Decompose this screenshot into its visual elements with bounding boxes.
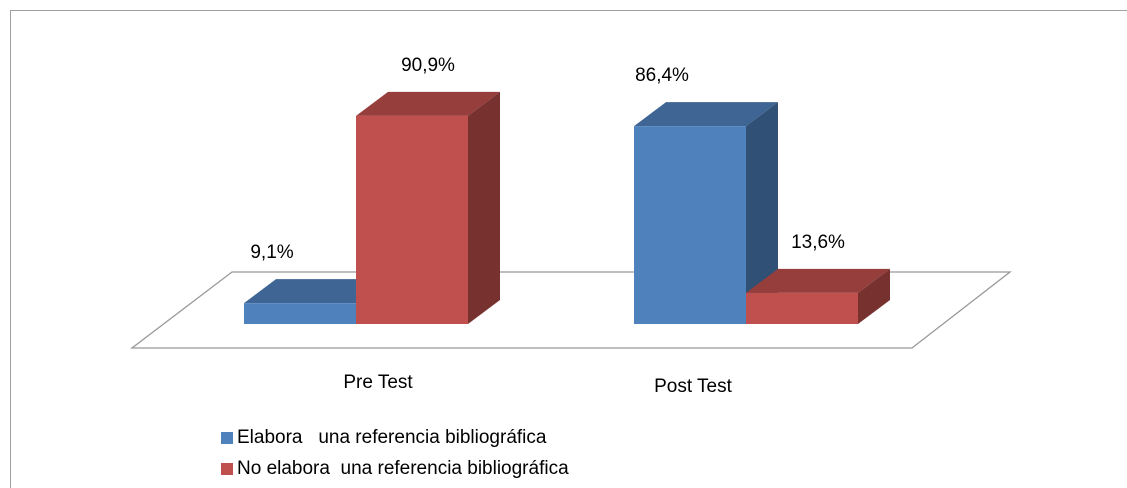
bar-top: [746, 268, 890, 293]
data-label: 86,4%: [635, 65, 689, 86]
x-tick-label: Post Test: [654, 376, 733, 397]
bar-side: [858, 268, 890, 324]
bar-side: [746, 102, 778, 324]
bar-top: [244, 279, 388, 304]
legend-label: No elabora una referencia bibliográfica: [237, 458, 569, 479]
data-label: 90,9%: [401, 55, 455, 76]
chart-border: [10, 10, 1127, 488]
bar: [634, 126, 746, 324]
bar-top: [634, 102, 778, 127]
legend-swatch: [221, 432, 233, 444]
bar: [746, 292, 858, 324]
bar: [356, 115, 468, 325]
bar: [244, 303, 356, 324]
x-tick-label: Pre Test: [343, 372, 413, 393]
bar-top: [356, 91, 500, 116]
legend-label: Elabora una referencia bibliográfica: [237, 427, 547, 448]
data-label: 13,6%: [791, 232, 845, 253]
bar-side: [468, 91, 500, 325]
legend-swatch: [221, 463, 233, 475]
data-label: 9,1%: [250, 242, 293, 263]
